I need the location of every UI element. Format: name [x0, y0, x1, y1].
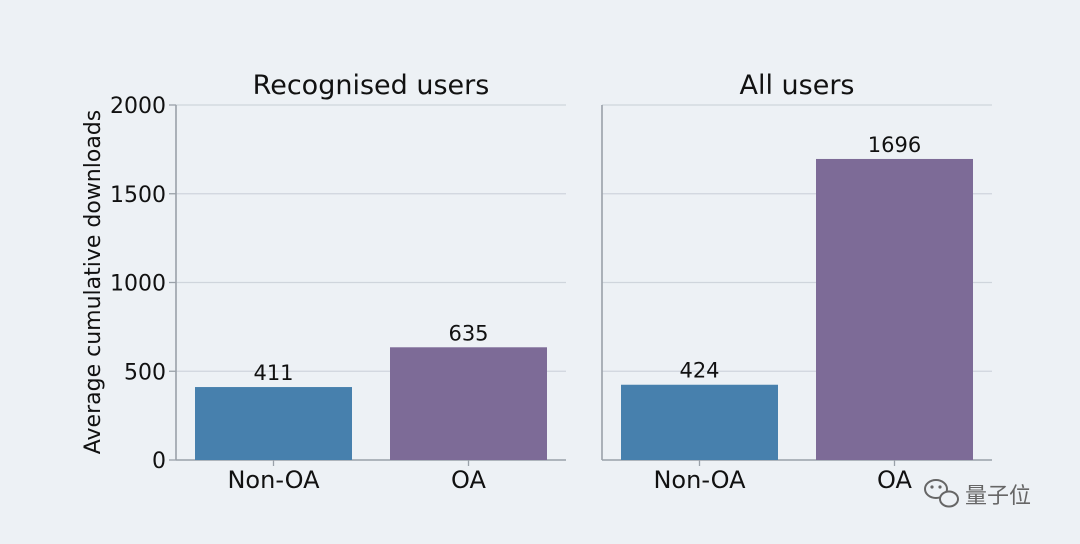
x-tick-label: OA [451, 466, 486, 494]
panel-title-recognised-users: Recognised users [253, 70, 490, 101]
wechat-icon [924, 479, 959, 508]
panel-title-all-users: All users [739, 70, 854, 101]
bar-non-oa [195, 387, 352, 460]
watermark: 量子位 [924, 479, 1031, 509]
y-tick-label: 1000 [110, 272, 166, 297]
x-tick-label: Non-OA [227, 466, 320, 494]
y-tick-label: 1500 [110, 183, 166, 208]
y-tick-label: 0 [152, 449, 166, 474]
data-label: 635 [448, 321, 488, 345]
panel-recognised-users: Recognised users 0 500 1000 1500 2000 411 Non-… [110, 70, 566, 494]
y-tick-label: 500 [124, 360, 166, 385]
panel-all-users: All users 424 Non-OA 1696 OA [601, 70, 992, 494]
x-tick-label: OA [877, 466, 912, 494]
data-label: 424 [679, 359, 719, 383]
data-label: 411 [253, 361, 293, 385]
watermark-text: 量子位 [965, 484, 1031, 509]
bar-non-oa [621, 384, 778, 460]
data-label: 1696 [868, 133, 921, 157]
y-tick-label: 2000 [110, 94, 166, 119]
bar-oa [390, 347, 547, 460]
y-axis-label: Average cumulative downloads [81, 110, 106, 454]
x-tick-label: Non-OA [653, 466, 746, 494]
bar-oa [816, 158, 973, 460]
